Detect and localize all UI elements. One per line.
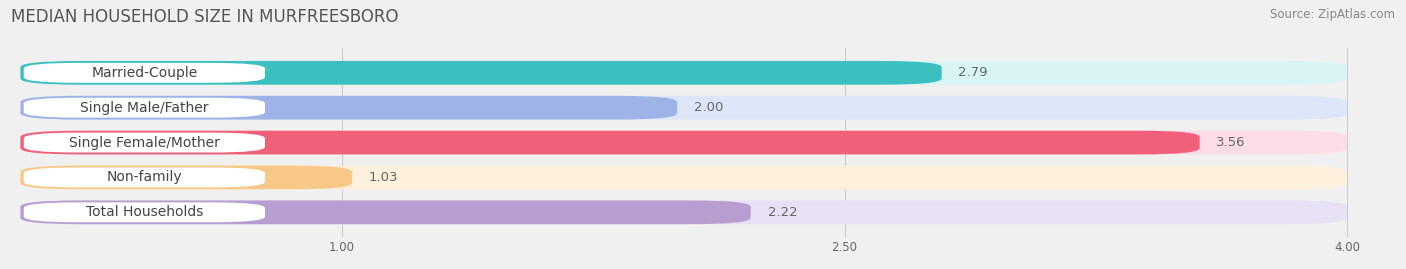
FancyBboxPatch shape bbox=[21, 131, 1199, 154]
FancyBboxPatch shape bbox=[21, 200, 1347, 224]
Text: Source: ZipAtlas.com: Source: ZipAtlas.com bbox=[1270, 8, 1395, 21]
FancyBboxPatch shape bbox=[24, 63, 264, 83]
FancyBboxPatch shape bbox=[21, 96, 1347, 119]
Text: 2.79: 2.79 bbox=[959, 66, 988, 79]
FancyBboxPatch shape bbox=[21, 96, 678, 119]
FancyBboxPatch shape bbox=[21, 131, 1347, 154]
FancyBboxPatch shape bbox=[24, 133, 264, 153]
Text: 2.00: 2.00 bbox=[693, 101, 723, 114]
Text: Single Male/Father: Single Male/Father bbox=[80, 101, 208, 115]
FancyBboxPatch shape bbox=[21, 61, 1347, 85]
FancyBboxPatch shape bbox=[21, 61, 942, 85]
FancyBboxPatch shape bbox=[24, 168, 264, 187]
FancyBboxPatch shape bbox=[21, 200, 751, 224]
Text: Non-family: Non-family bbox=[107, 171, 183, 185]
Text: 1.03: 1.03 bbox=[368, 171, 398, 184]
Text: MEDIAN HOUSEHOLD SIZE IN MURFREESBORO: MEDIAN HOUSEHOLD SIZE IN MURFREESBORO bbox=[11, 8, 399, 26]
Text: Married-Couple: Married-Couple bbox=[91, 66, 197, 80]
FancyBboxPatch shape bbox=[24, 202, 264, 222]
FancyBboxPatch shape bbox=[21, 166, 351, 189]
FancyBboxPatch shape bbox=[24, 98, 264, 118]
FancyBboxPatch shape bbox=[21, 166, 1347, 189]
Text: Single Female/Mother: Single Female/Mother bbox=[69, 136, 219, 150]
Text: Total Households: Total Households bbox=[86, 205, 202, 219]
Text: 2.22: 2.22 bbox=[768, 206, 797, 219]
Text: 3.56: 3.56 bbox=[1216, 136, 1246, 149]
